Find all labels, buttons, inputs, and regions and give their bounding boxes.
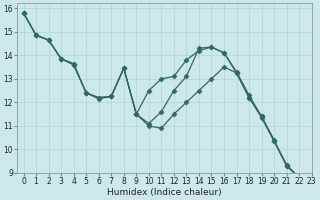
X-axis label: Humidex (Indice chaleur): Humidex (Indice chaleur) [107,188,222,197]
